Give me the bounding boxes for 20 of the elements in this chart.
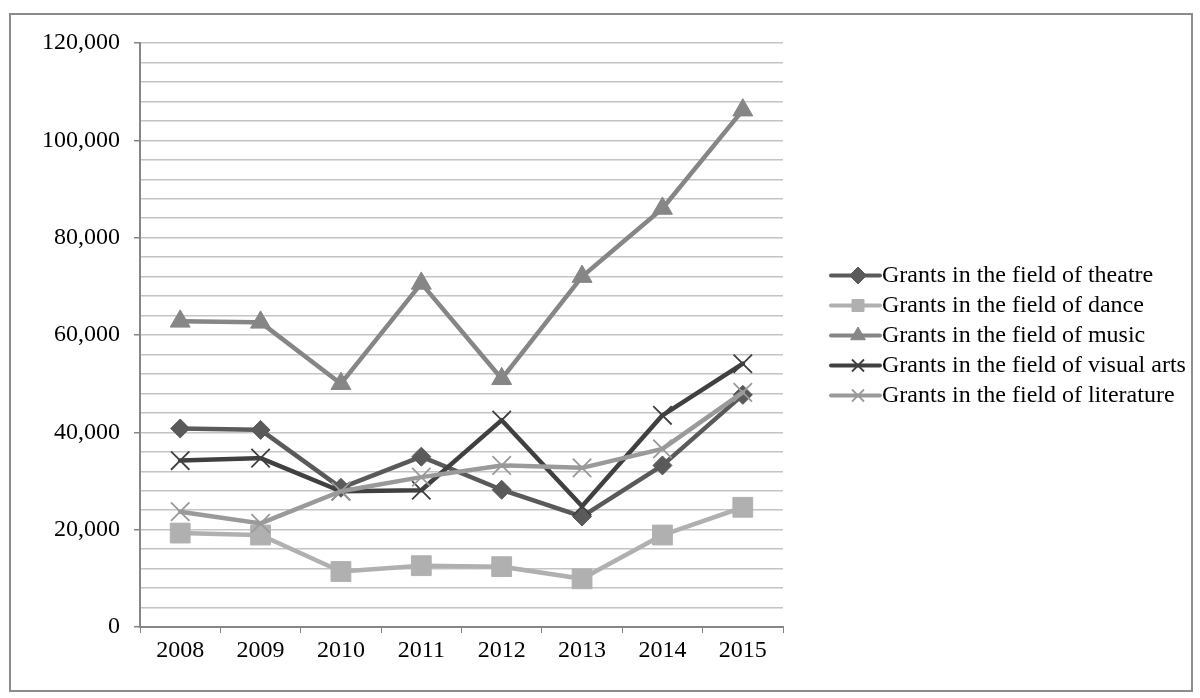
legend-label: Grants in the field of music	[882, 320, 1146, 347]
x-tick-label: 2012	[477, 635, 526, 662]
x-tick-label: 2011	[397, 635, 445, 662]
legend-label: Grants in the field of theatre	[882, 260, 1154, 287]
y-tick-label: 40,000	[54, 417, 120, 444]
legend-label: Grants in the field of visual arts	[882, 350, 1186, 377]
x-tick-label: 2009	[236, 635, 285, 662]
y-tick-label: 80,000	[54, 222, 120, 249]
y-tick-label: 0	[108, 612, 120, 639]
x-tick-label: 2008	[156, 635, 205, 662]
y-tick-label: 20,000	[54, 514, 120, 541]
legend-label: Grants in the field of dance	[882, 290, 1144, 317]
x-tick-label: 2015	[718, 635, 767, 662]
y-tick-label: 60,000	[54, 320, 120, 347]
y-tick-label: 120,000	[42, 28, 120, 55]
x-tick-label: 2013	[558, 635, 607, 662]
x-tick-label: 2010	[316, 635, 365, 662]
y-tick-label: 100,000	[42, 125, 120, 152]
x-tick-label: 2014	[638, 635, 687, 662]
legend-label: Grants in the field of literature	[882, 380, 1175, 407]
